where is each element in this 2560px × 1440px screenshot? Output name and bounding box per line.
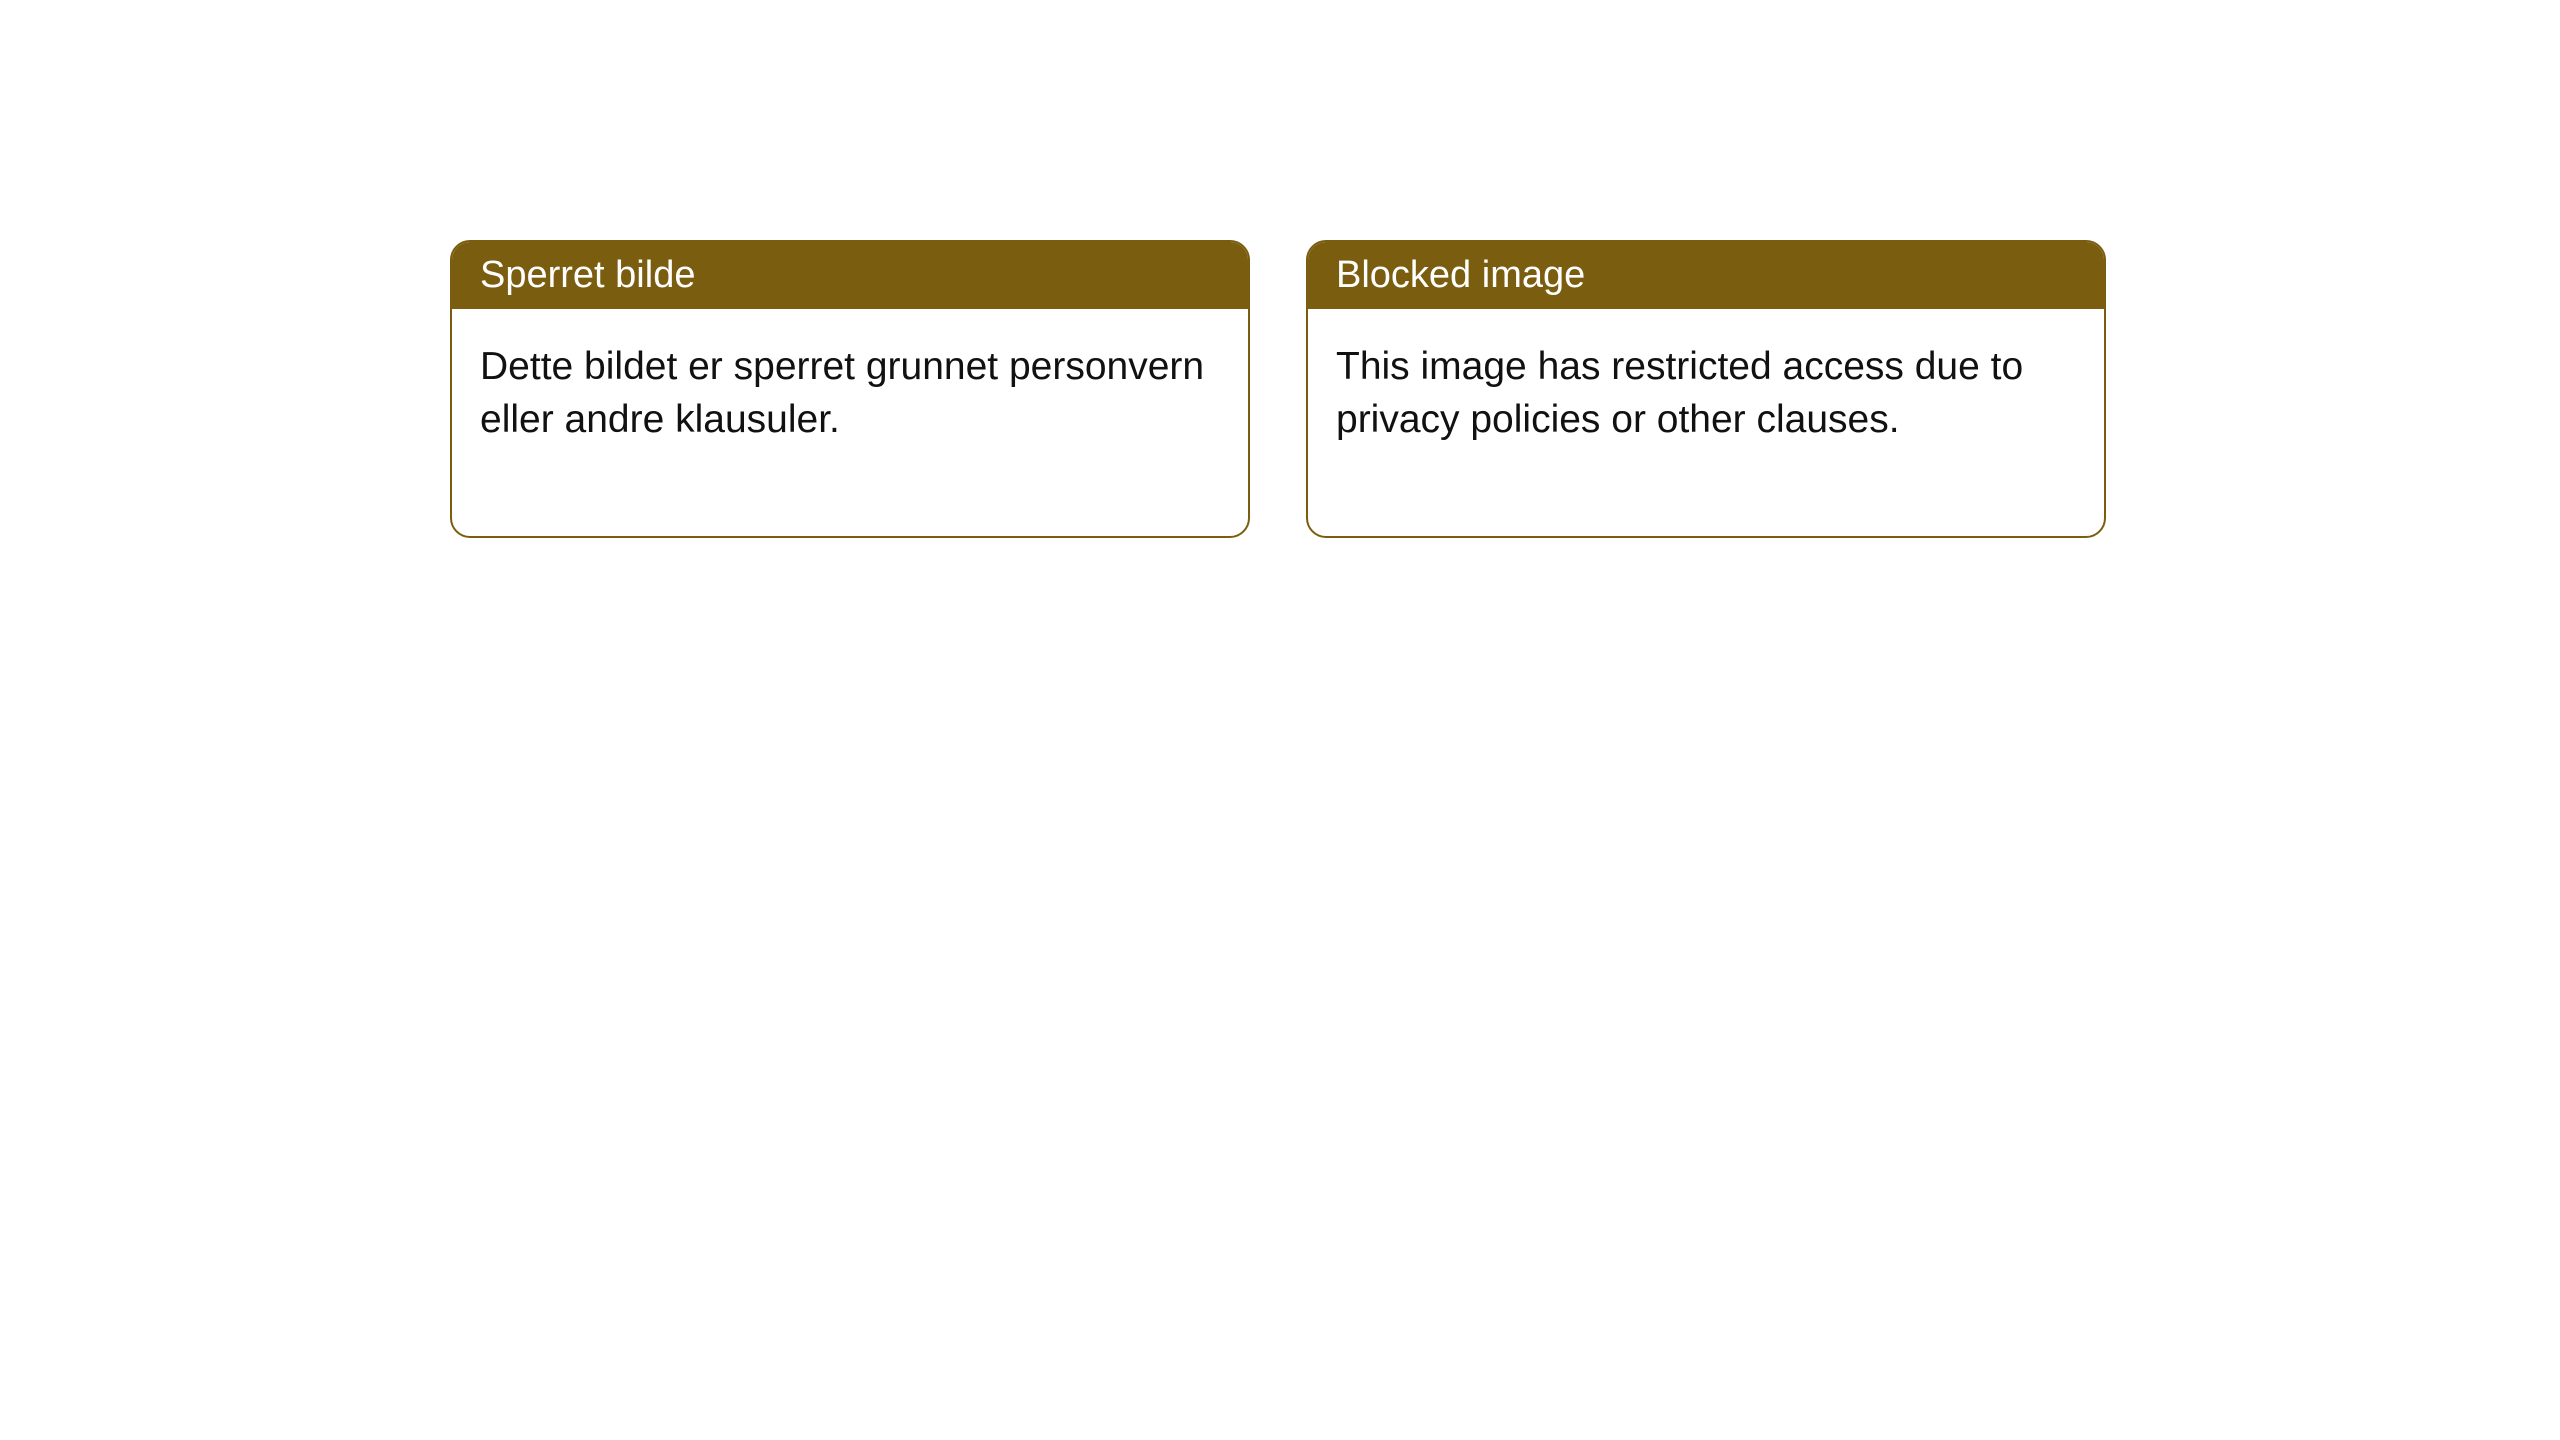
notice-title-norwegian: Sperret bilde (452, 242, 1248, 309)
notice-title-english: Blocked image (1308, 242, 2104, 309)
notice-body-english: This image has restricted access due to … (1308, 309, 2104, 536)
blocked-image-notices: Sperret bilde Dette bildet er sperret gr… (450, 240, 2106, 538)
notice-card-english: Blocked image This image has restricted … (1306, 240, 2106, 538)
notice-body-norwegian: Dette bildet er sperret grunnet personve… (452, 309, 1248, 536)
notice-card-norwegian: Sperret bilde Dette bildet er sperret gr… (450, 240, 1250, 538)
